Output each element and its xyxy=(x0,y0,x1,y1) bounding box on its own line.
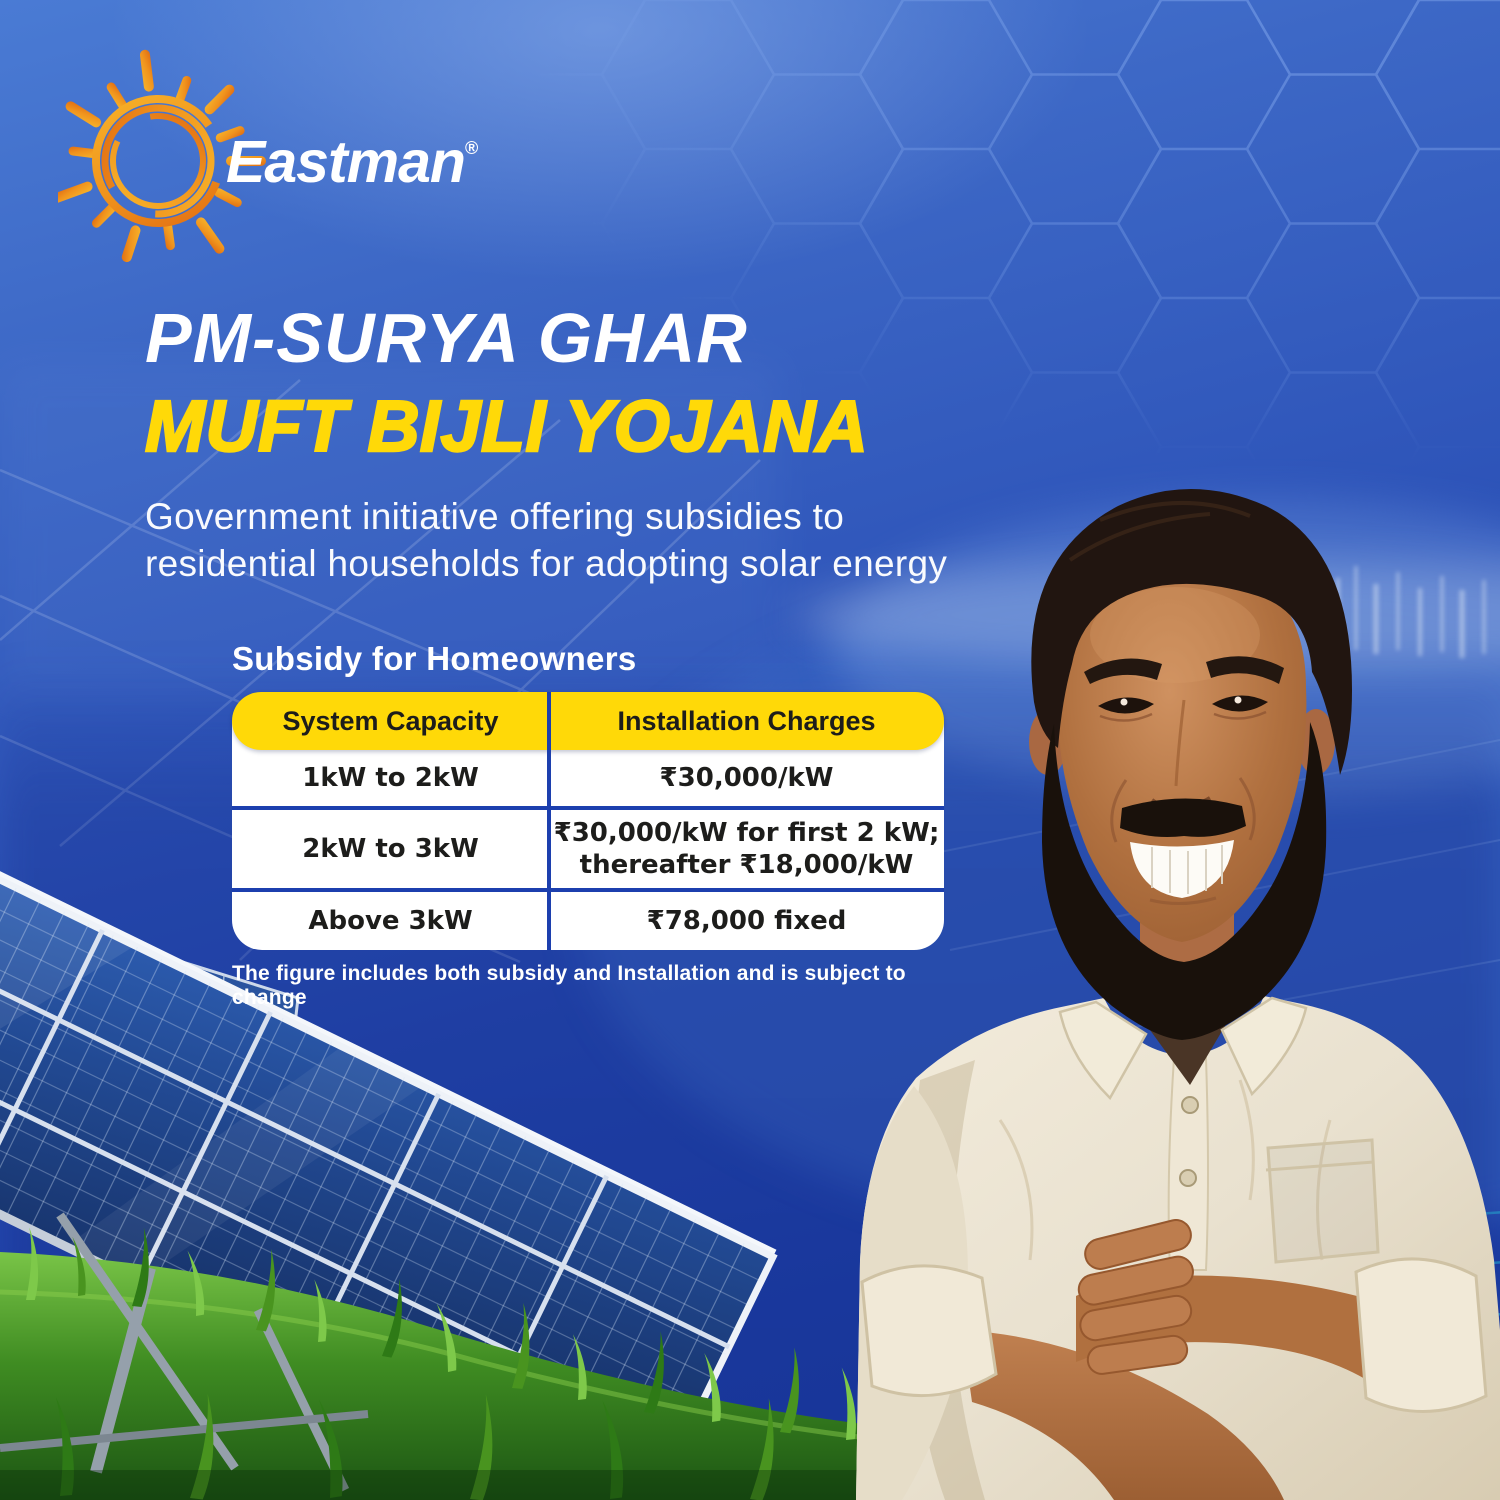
scheme-subtitle: Government initiative offering subsidies… xyxy=(145,493,1105,588)
hero-section: PM-SURYA GHAR MUFT BIJLI YOJANA Governme… xyxy=(144,299,1105,588)
cell-charges: ₹30,000/kW for first 2 kW; thereafter ₹1… xyxy=(553,817,940,881)
shirt-button xyxy=(1179,1169,1197,1187)
table-row: 1kW to 2kW ₹30,000/kW xyxy=(232,750,944,806)
table-body: 1kW to 2kW ₹30,000/kW 2kW to 3kW ₹30,000… xyxy=(232,721,944,950)
subsidy-table: System Capacity Installation Charges 1kW… xyxy=(232,692,944,950)
shirt-pocket xyxy=(1266,1138,1380,1264)
sun-rays xyxy=(58,49,266,263)
shirt-button xyxy=(1181,1096,1199,1114)
hair xyxy=(1031,489,1352,775)
subsidy-heading: Subsidy for Homeowners xyxy=(232,640,637,677)
registered-mark: ® xyxy=(464,138,479,158)
cell-charges: ₹78,000 fixed xyxy=(646,905,847,936)
table-footnote: The figure includes both subsidy and Ins… xyxy=(232,962,906,1009)
cell-capacity: Above 3kW xyxy=(308,905,473,936)
hand-fingers xyxy=(1077,1219,1194,1375)
beard xyxy=(1042,722,1327,1040)
sun-swirl xyxy=(92,95,224,227)
cell-charges: ₹30,000/kW xyxy=(659,762,834,793)
scheme-title-line2: MUFT BIJLI YOJANA xyxy=(144,386,869,467)
table-row: 2kW to 3kW ₹30,000/kW for first 2 kW; th… xyxy=(232,806,944,888)
table-header-row: System Capacity Installation Charges xyxy=(232,692,944,750)
column-header-system-capacity: System Capacity xyxy=(282,705,499,736)
scheme-title-line1: PM-SURYA GHAR xyxy=(145,299,748,377)
brand-wordmark: Eastman® xyxy=(226,129,479,195)
table-column-divider xyxy=(547,692,551,950)
subsidy-section: Subsidy for Homeowners System Capacity I… xyxy=(232,640,944,1010)
subtitle-line2: residential households for adopting sola… xyxy=(145,543,948,585)
table-row: Above 3kW ₹78,000 fixed xyxy=(232,888,944,950)
subtitle-line1: Government initiative offering subsidies… xyxy=(145,496,845,538)
cell-capacity: 2kW to 3kW xyxy=(302,833,479,864)
sun-swirl-icon xyxy=(58,49,266,263)
column-header-installation-charges: Installation Charges xyxy=(617,705,876,736)
cell-capacity: 1kW to 2kW xyxy=(302,762,479,793)
brand-logo: Eastman® xyxy=(58,46,538,276)
